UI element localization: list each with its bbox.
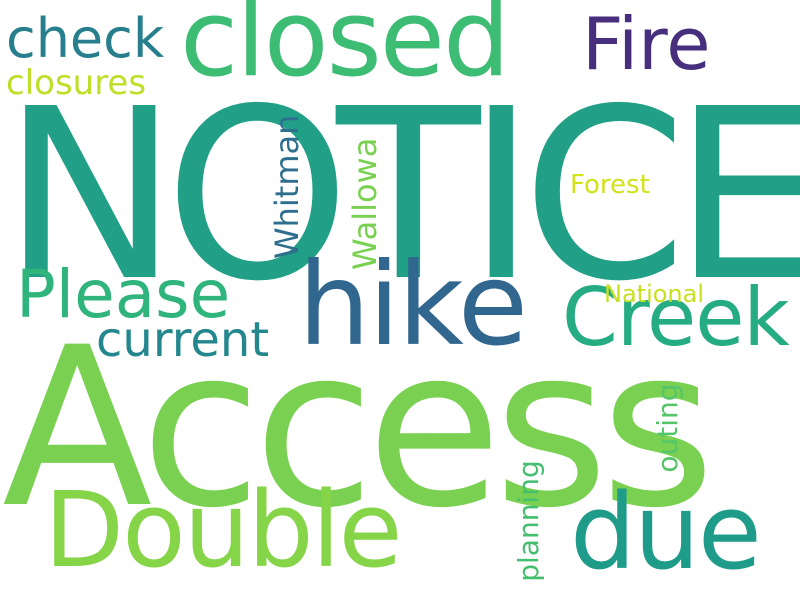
word-please: Please [16,256,231,333]
word-closures: closures [6,63,147,103]
word-fire: Fire [582,2,711,86]
word-notice: NOTICE [2,58,800,333]
word-double: Double [44,469,403,591]
word-national: National [604,280,705,308]
word-creek: Creek [562,271,790,364]
word-outing: outing [651,383,684,473]
word-closed: closed [180,0,510,100]
word-current: current [96,312,270,368]
word-whitman: Whitman [268,114,306,259]
word-due: due [570,471,762,593]
word-planning: planning [512,460,545,582]
word-check: check [6,7,165,70]
word-forest: Forest [570,170,650,200]
word-hike: hike [298,238,528,371]
word-access: Access [2,300,715,556]
word-wallowa: Wallowa [346,137,384,270]
